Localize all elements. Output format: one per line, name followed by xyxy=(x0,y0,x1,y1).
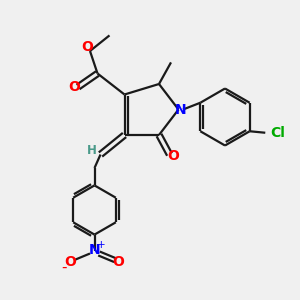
Text: +: + xyxy=(97,240,105,250)
Text: -: - xyxy=(61,260,67,274)
Text: O: O xyxy=(112,256,124,269)
Text: N: N xyxy=(175,103,187,116)
Text: N: N xyxy=(89,244,100,257)
Text: O: O xyxy=(68,80,80,94)
Text: Cl: Cl xyxy=(271,126,286,140)
Text: O: O xyxy=(81,40,93,54)
Text: O: O xyxy=(64,256,76,269)
Text: O: O xyxy=(167,149,179,163)
Text: H: H xyxy=(87,144,97,158)
